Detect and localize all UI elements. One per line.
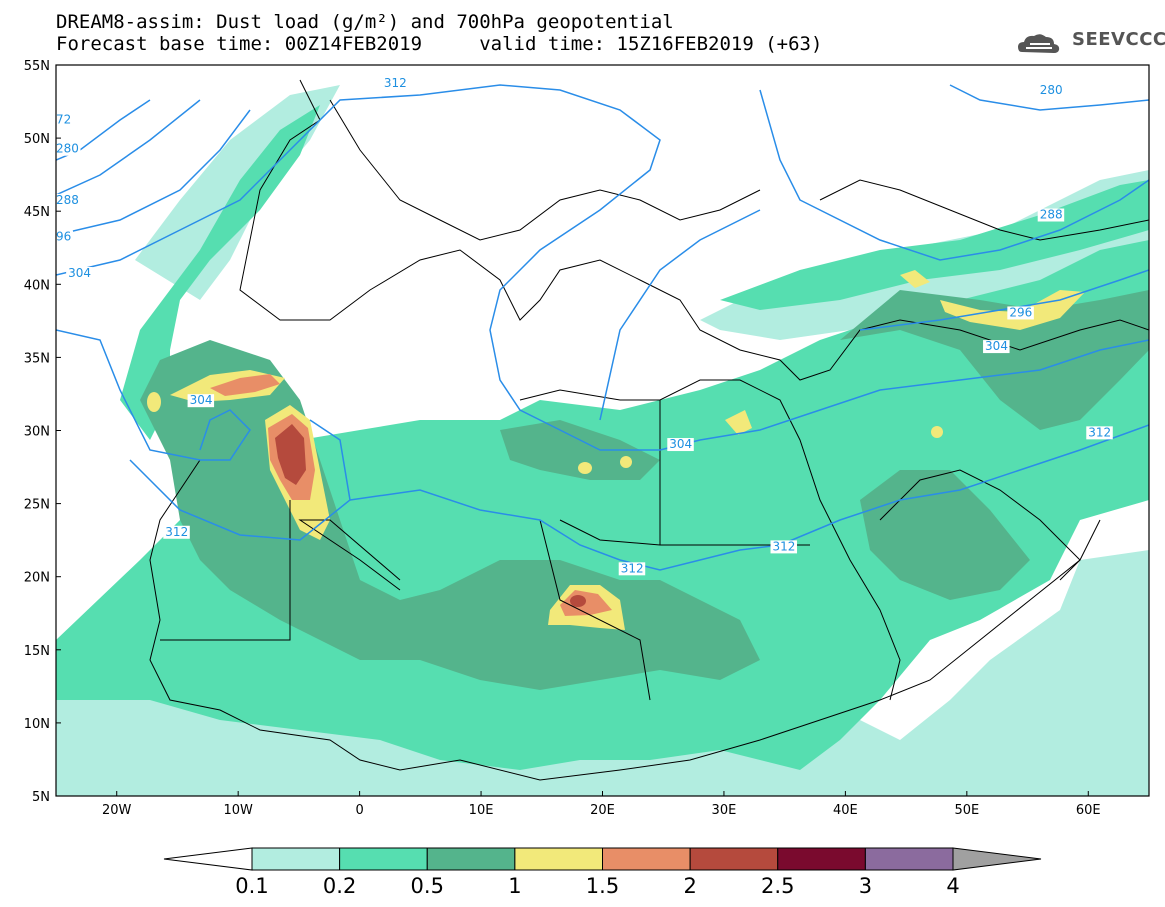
contour-label: 280 xyxy=(1040,83,1063,97)
contour-label: 96 xyxy=(56,229,71,243)
colorbar-swatch xyxy=(426,847,516,871)
lon-label: 10E xyxy=(469,803,494,818)
contour-label: 288 xyxy=(1040,208,1063,222)
contour-label-bg xyxy=(1037,208,1065,222)
colorbar-tick-label: 4 xyxy=(946,874,960,898)
lat-label: 55N xyxy=(24,59,50,74)
colorbar-tick-label: 0.1 xyxy=(235,874,269,898)
country-borders xyxy=(149,79,1149,781)
colorbar-swatch xyxy=(864,847,954,871)
colorbar-tick-label: 2.5 xyxy=(761,874,795,898)
contour-label-bg xyxy=(66,266,93,280)
lat-label: 10N xyxy=(24,717,50,732)
lon-label: 60E xyxy=(1076,803,1101,818)
contour-label-bg xyxy=(1086,426,1113,440)
colorbar-tick-label: 3 xyxy=(858,874,873,898)
contour-label: 312 xyxy=(773,539,796,553)
contour-label: 312 xyxy=(1088,425,1111,439)
lon-label: 0 xyxy=(355,803,363,818)
contour-label-bg xyxy=(1037,84,1065,98)
contour-label-bg xyxy=(1007,306,1034,320)
logo-text: SEEVCCC xyxy=(1072,29,1165,50)
colorbar-over-arrow xyxy=(952,847,1042,871)
colorbar-swatch xyxy=(777,847,866,871)
contour-label: 304 xyxy=(669,437,692,451)
contour-label: 288 xyxy=(56,193,79,207)
map-title: DREAM8-assim: Dust load (g/m²) and 700hP… xyxy=(56,11,674,33)
contour-label: 312 xyxy=(165,525,188,539)
colorbar-swatch xyxy=(514,847,603,871)
colorbar-tick-label: 2 xyxy=(683,874,697,898)
colorbar xyxy=(163,847,1042,871)
contour-label: 296 xyxy=(1009,305,1032,319)
contour-label-bg xyxy=(983,340,1010,354)
geopotential-contours xyxy=(56,84,1149,571)
contour-label-bg xyxy=(667,438,694,452)
colorbar-swatch xyxy=(689,847,779,871)
lon-label: 20E xyxy=(590,803,615,818)
colorbar-tick-label: 1 xyxy=(508,874,522,898)
lat-label: 15N xyxy=(24,644,50,659)
colorbar-swatch xyxy=(602,847,691,871)
colorbar-tick-label: 0.2 xyxy=(322,874,357,898)
lon-label: 20W xyxy=(102,803,132,818)
colorbar-tick-label: 0.5 xyxy=(410,874,444,898)
contour-label: 304 xyxy=(190,393,213,407)
lon-label: 50E xyxy=(954,803,979,818)
dust-field-2 xyxy=(275,424,586,607)
map-subtitle: Forecast base time: 00Z14FEB2019 valid t… xyxy=(56,33,823,55)
contour-label-bg xyxy=(618,562,646,576)
contour-label: 304 xyxy=(68,266,91,280)
contour-label-bg xyxy=(381,76,409,90)
lat-label: 30N xyxy=(24,425,50,440)
lat-label: 35N xyxy=(24,351,50,366)
cloud-icon xyxy=(1018,34,1060,53)
lat-label: 20N xyxy=(24,571,50,586)
contour-label: 304 xyxy=(985,339,1008,353)
contour-label: 280 xyxy=(56,142,79,156)
colorbar-tick-label: 1.5 xyxy=(585,874,620,898)
lat-label: 25N xyxy=(24,498,50,513)
colorbar-swatch xyxy=(251,847,341,871)
lon-label: 40E xyxy=(833,803,858,818)
colorbar-under-arrow xyxy=(163,847,253,871)
contour-label-bg xyxy=(163,525,190,539)
contour-label-bg xyxy=(56,113,73,127)
contour-label-bg xyxy=(56,230,73,244)
lon-label: 10W xyxy=(223,803,253,818)
colorbar-swatch xyxy=(339,847,428,871)
contour-label: 72 xyxy=(56,112,71,126)
contour-label: 312 xyxy=(384,76,407,90)
lat-label: 50N xyxy=(24,132,50,147)
contour-label-bg xyxy=(56,193,81,207)
contour-label-bg xyxy=(56,142,81,156)
lon-label: 30E xyxy=(712,803,737,818)
lat-label: 45N xyxy=(24,205,50,220)
contour-label-bg xyxy=(770,540,798,554)
lat-label: 5N xyxy=(32,790,50,805)
contour-label: 312 xyxy=(621,561,644,575)
lat-label: 40N xyxy=(24,278,50,293)
contour-label-bg xyxy=(187,394,215,408)
